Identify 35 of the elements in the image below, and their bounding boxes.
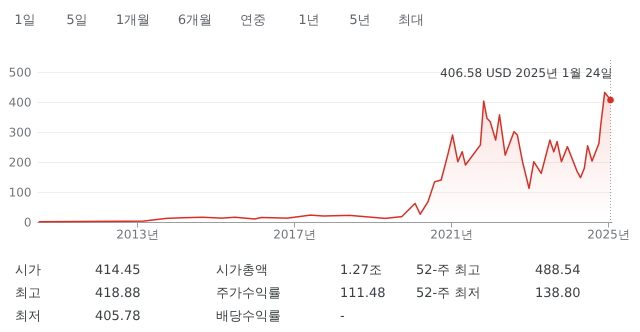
- text: 연중: [240, 13, 266, 28]
- x-tick-label: 2021년: [430, 228, 473, 242]
- text: 1년: [298, 13, 320, 28]
- y-tick-label: 300: [8, 126, 32, 140]
- text: 최저: [15, 309, 41, 324]
- text: 488.54: [535, 263, 580, 278]
- text: 1개월: [116, 13, 150, 28]
- y-tick-label: 100: [8, 186, 32, 200]
- text: 1.27조: [340, 263, 382, 278]
- text: 405.78: [95, 309, 140, 324]
- text: 1일: [14, 13, 36, 28]
- text: 최고: [15, 286, 41, 301]
- text: 111.48: [340, 286, 386, 301]
- text: 414.45: [95, 263, 140, 278]
- x-tick-label: 2013년: [116, 228, 159, 242]
- text: 52-주 최저: [416, 286, 480, 301]
- text: 배당수익률: [216, 309, 281, 324]
- y-tick-label: 500: [8, 66, 32, 80]
- text: 6개월: [178, 13, 212, 28]
- x-tick-label: 2025년: [587, 228, 630, 242]
- text: 138.80: [535, 286, 580, 301]
- text: -: [340, 309, 345, 324]
- text: 5일: [66, 13, 88, 28]
- text: 시가총액: [216, 263, 268, 278]
- text: 시가: [15, 263, 41, 278]
- y-tick-label: 400: [8, 96, 32, 110]
- text: 주가수익률: [216, 286, 281, 301]
- annotation: 406.58 USD 2025년 1월 24일: [440, 66, 613, 80]
- text: 52-주 최고: [416, 263, 480, 278]
- y-tick-label: 0: [24, 216, 32, 230]
- y-tick-label: 200: [8, 156, 32, 170]
- text: 최대: [398, 13, 424, 28]
- text: 418.88: [95, 286, 140, 301]
- x-tick-label: 2017년: [273, 228, 316, 242]
- text: 5년: [349, 13, 371, 28]
